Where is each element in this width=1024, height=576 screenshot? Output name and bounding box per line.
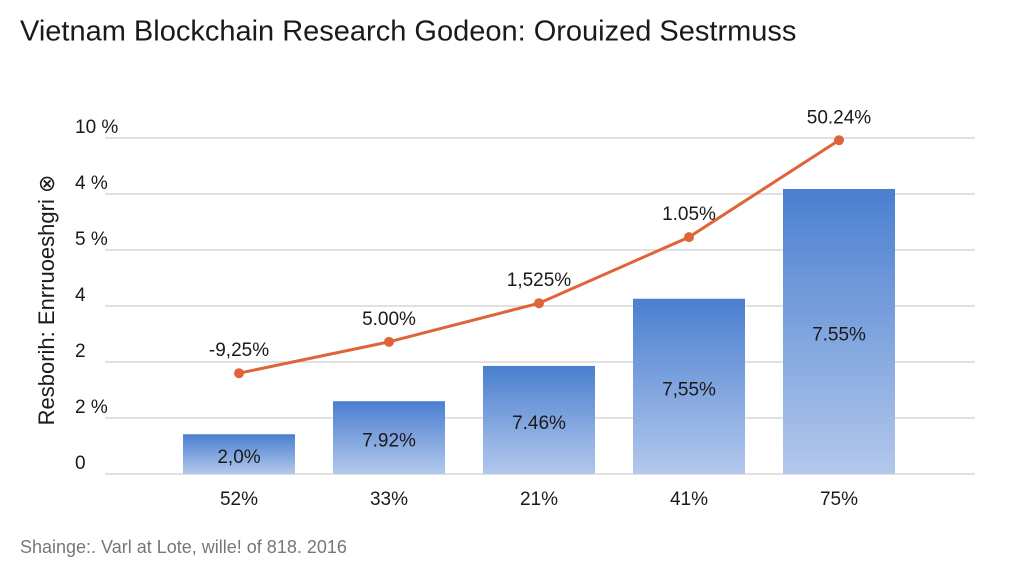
- line: [238, 138, 840, 375]
- y-tick-label: 4: [75, 285, 86, 306]
- line-point: [384, 336, 394, 347]
- line-label: 5.00%: [362, 309, 416, 330]
- line-point: [534, 298, 544, 309]
- y-tick-label: 2: [75, 341, 86, 362]
- bar-label: 7.55%: [812, 324, 866, 345]
- y-tick-label: 5 %: [75, 229, 108, 250]
- bar: [633, 298, 745, 474]
- x-tick-label: 52%: [220, 489, 258, 510]
- footer: Shainge:. Varl at Lote, wille! of 818. 2…: [20, 537, 347, 557]
- line-label: 1.05%: [662, 204, 716, 225]
- line-point: [834, 135, 844, 146]
- bar-label: 7.46%: [512, 413, 566, 434]
- x-tick-label: 41%: [670, 489, 708, 510]
- x-tick-label: 75%: [820, 489, 858, 510]
- bar: [183, 434, 295, 474]
- bar-label: 2,0%: [217, 447, 260, 468]
- line-label: -9,25%: [209, 340, 269, 361]
- x-tick-label: 33%: [370, 489, 408, 510]
- bar-label: 7.92%: [362, 431, 416, 452]
- bar-label: 7,55%: [662, 379, 716, 400]
- bar: [483, 365, 595, 474]
- y-tick-label: 4 %: [75, 173, 108, 194]
- bar: [333, 401, 445, 474]
- line-point: [234, 368, 244, 379]
- y-tick-label: 10 %: [75, 117, 118, 138]
- y-axis-label: Resborih: Enrruoeshgri ⊗: [34, 175, 59, 426]
- chart-title: Vietnam Blockchain Research Godeon: Orou…: [20, 16, 796, 48]
- x-tick-label: 21%: [520, 489, 558, 510]
- line-label: 50.24%: [807, 107, 872, 128]
- bar: [783, 188, 895, 474]
- line-label: 1,525%: [507, 270, 572, 291]
- y-tick-label: 2 %: [75, 397, 108, 418]
- line-point: [684, 232, 694, 243]
- y-tick-label: 0: [75, 453, 86, 474]
